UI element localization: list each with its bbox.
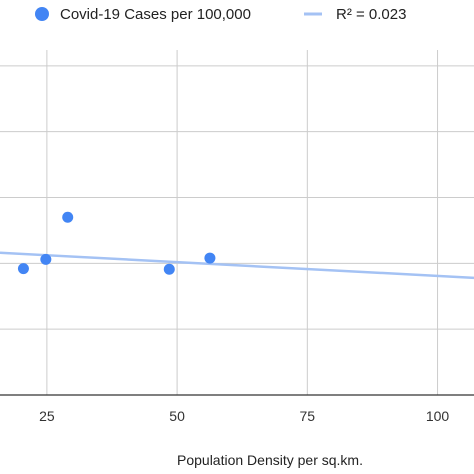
data-points (17, 211, 216, 275)
legend-trendline-label: R² = 0.023 (336, 6, 406, 23)
trendline-layer (0, 251, 474, 280)
data-point (163, 263, 175, 275)
trendline (0, 251, 474, 280)
data-point (62, 211, 74, 223)
legend: Covid-19 Cases per 100,000 R² = 0.023 (35, 6, 406, 23)
x-tick-label-25: 25 (39, 408, 55, 424)
data-point (40, 253, 52, 265)
x-tick-label-75: 75 (300, 408, 316, 424)
x-tick-labels: 25 50 75 100 (39, 408, 449, 424)
data-point (204, 252, 216, 264)
data-point (17, 263, 29, 275)
gridlines (0, 50, 474, 396)
legend-series-label: Covid-19 Cases per 100,000 (60, 6, 251, 23)
x-axis-title: Population Density per sq.km. (177, 452, 363, 468)
x-tick-label-50: 50 (169, 408, 185, 424)
x-tick-label-100: 100 (426, 408, 450, 424)
legend-series-marker (35, 7, 49, 21)
